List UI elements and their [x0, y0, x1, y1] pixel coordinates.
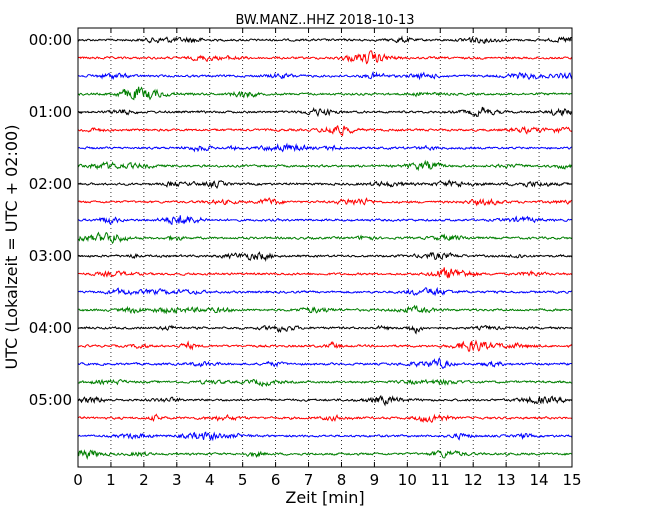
x-tick-label: 7 — [304, 471, 314, 489]
trace-row — [77, 231, 573, 245]
x-tick-label: 0 — [73, 471, 83, 489]
x-tick-label: 14 — [530, 471, 549, 489]
trace-row — [78, 179, 573, 190]
x-tick-label: 6 — [271, 471, 281, 489]
trace-row — [77, 197, 573, 207]
y-tick-label: 00:00 — [29, 31, 72, 49]
y-tick-label: 03:00 — [29, 247, 72, 265]
x-tick-label: 9 — [370, 471, 380, 489]
x-tick-label: 4 — [205, 471, 215, 489]
trace-row — [77, 159, 573, 172]
x-tick-label: 2 — [139, 471, 149, 489]
x-tick-label: 3 — [172, 471, 182, 489]
x-tick-label: 10 — [398, 471, 417, 489]
trace-row — [77, 378, 572, 388]
x-tick-label: 15 — [562, 471, 581, 489]
trace-row — [77, 394, 573, 407]
trace-row — [77, 106, 573, 118]
trace-row — [77, 413, 573, 423]
trace-row — [77, 251, 573, 262]
trace-row — [77, 304, 573, 315]
x-tick-label: 11 — [431, 471, 450, 489]
x-tick-label: 5 — [238, 471, 248, 489]
y-tick-label: 02:00 — [29, 175, 72, 193]
trace-row — [77, 86, 573, 101]
x-axis-label: Zeit [min] — [285, 488, 364, 507]
trace-row — [78, 267, 573, 279]
trace-row — [77, 357, 573, 370]
x-tick-label: 1 — [106, 471, 116, 489]
trace-row — [77, 215, 573, 226]
trace-row — [77, 70, 573, 81]
y-axis-ticks: 00:00 01:00 02:00 03:00 04:00 05:00 — [29, 31, 572, 409]
trace-row — [77, 142, 573, 153]
x-axis-ticks: 0 1 2 3 4 5 6 7 8 9 10 11 12 13 14 15 — [73, 28, 582, 489]
x-tick-label: 13 — [497, 471, 516, 489]
y-axis-label: UTC (Lokalzeit = UTC + 02:00) — [2, 125, 21, 370]
y-tick-label: 05:00 — [29, 391, 72, 409]
x-tick-label: 12 — [464, 471, 483, 489]
seismic-traces — [77, 35, 573, 460]
trace-row — [77, 50, 573, 65]
chart-title: BW.MANZ..HHZ 2018-10-13 — [235, 13, 414, 28]
trace-row — [77, 286, 573, 297]
y-tick-label: 01:00 — [29, 103, 72, 121]
y-tick-label: 04:00 — [29, 319, 72, 337]
trace-row — [77, 431, 573, 442]
trace-row — [77, 125, 573, 137]
trace-row — [77, 324, 573, 335]
trace-row — [77, 449, 572, 460]
x-tick-label: 8 — [337, 471, 347, 489]
trace-row — [77, 339, 573, 353]
trace-row — [77, 35, 573, 44]
plot-area-frame — [77, 27, 573, 468]
